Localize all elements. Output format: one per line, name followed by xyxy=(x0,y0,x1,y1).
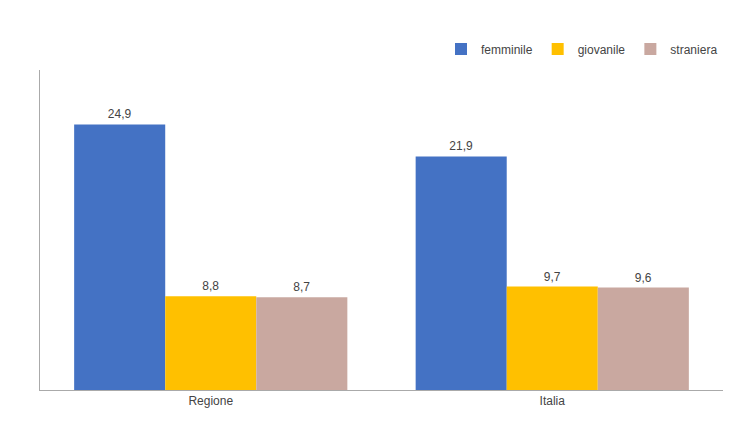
svg-text:femminile: femminile xyxy=(481,43,533,57)
svg-text:8,8: 8,8 xyxy=(202,279,219,293)
svg-text:straniera: straniera xyxy=(670,43,717,57)
svg-text:24,9: 24,9 xyxy=(108,107,132,121)
svg-text:9,6: 9,6 xyxy=(635,271,652,285)
svg-text:Italia: Italia xyxy=(540,394,566,408)
svg-text:giovanile: giovanile xyxy=(578,43,626,57)
svg-text:21,9: 21,9 xyxy=(449,139,473,153)
svg-text:Regione: Regione xyxy=(188,394,233,408)
svg-text:8,7: 8,7 xyxy=(293,280,310,294)
svg-text:9,7: 9,7 xyxy=(544,270,561,284)
